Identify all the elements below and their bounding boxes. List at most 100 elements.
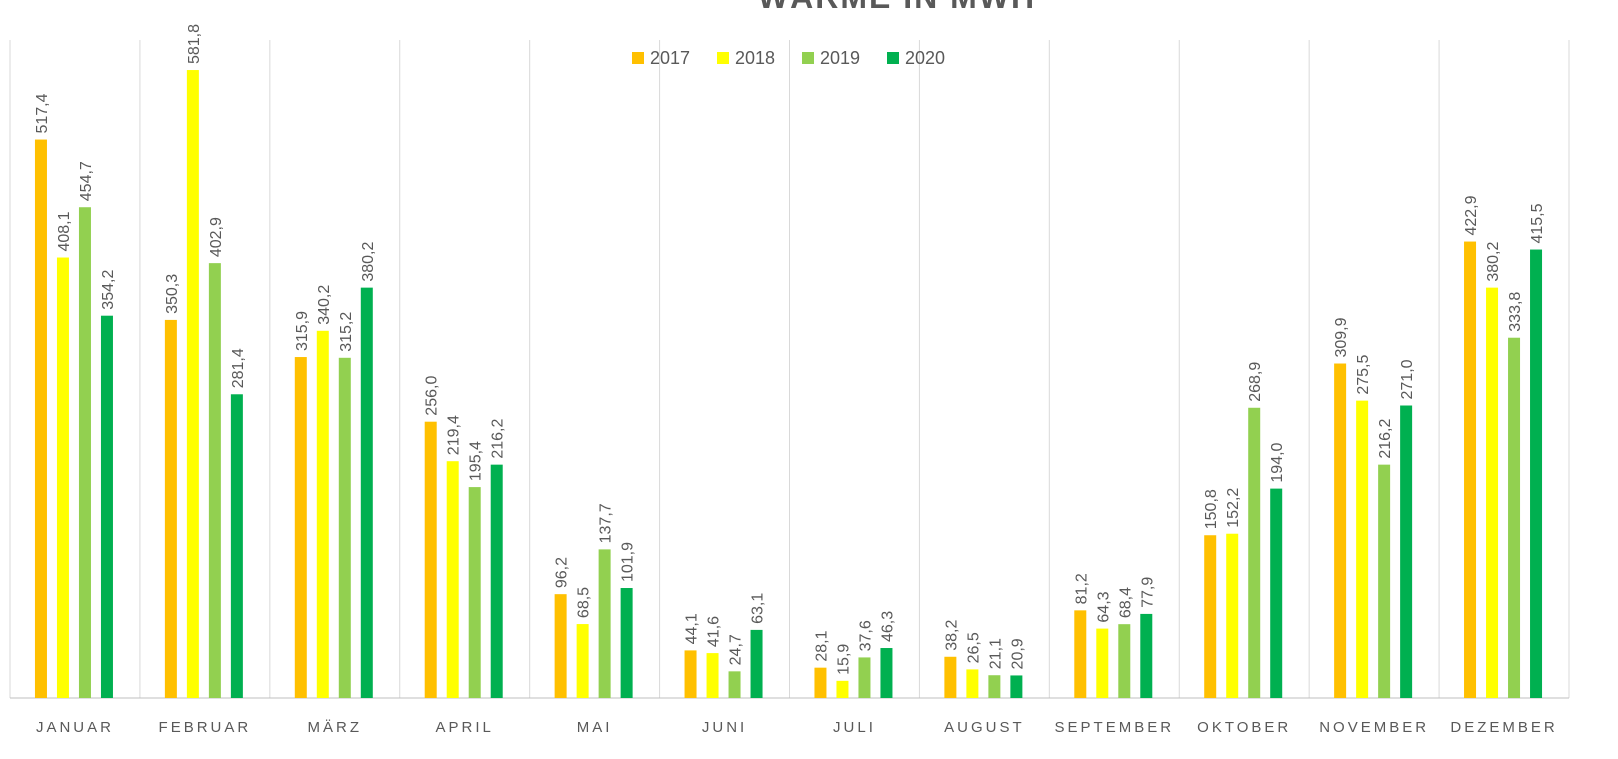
data-label: 101,9 (620, 542, 637, 582)
bar (360, 287, 373, 698)
bar (1486, 287, 1499, 698)
x-tick-label: SEPTEMBER (1055, 719, 1175, 736)
bar (1096, 628, 1109, 698)
x-tick-label: JULI (833, 719, 876, 736)
legend-swatch (632, 52, 644, 64)
bar (1378, 464, 1391, 698)
data-label: 380,2 (1485, 241, 1502, 281)
bar (988, 675, 1001, 698)
x-tick-label: OKTOBER (1197, 719, 1291, 736)
data-label: 350,3 (164, 274, 181, 314)
data-label: 15,9 (835, 644, 852, 675)
data-label: 44,1 (684, 613, 701, 644)
bar (468, 487, 481, 698)
data-label: 268,9 (1247, 362, 1264, 402)
legend-label: 2020 (905, 48, 945, 68)
bar (208, 263, 221, 698)
bar (1248, 407, 1261, 698)
bar (338, 357, 351, 698)
data-label: 402,9 (208, 217, 225, 257)
bar (1356, 400, 1369, 698)
legend-swatch (887, 52, 899, 64)
data-label: 408,1 (56, 211, 73, 251)
bar (230, 394, 243, 698)
bar (1464, 241, 1477, 698)
data-label: 46,3 (879, 611, 896, 642)
bar (554, 594, 567, 698)
bar (576, 624, 589, 698)
bar (294, 357, 307, 698)
data-label: 315,9 (294, 311, 311, 351)
bar (1140, 613, 1153, 698)
data-label: 64,3 (1095, 591, 1112, 622)
data-label: 581,8 (186, 24, 203, 64)
bar (56, 257, 69, 698)
bar (684, 650, 697, 698)
bar (858, 657, 871, 698)
data-label: 37,6 (857, 620, 874, 651)
bar (750, 629, 763, 698)
data-label: 28,1 (813, 630, 830, 661)
bar (836, 680, 849, 698)
bar (1334, 363, 1347, 698)
data-label: 281,4 (230, 348, 247, 388)
bar (100, 315, 113, 698)
data-label: 216,2 (1377, 419, 1394, 459)
data-label: 275,5 (1355, 355, 1372, 395)
bar (1204, 535, 1217, 698)
bar (1530, 249, 1543, 699)
data-label: 333,8 (1507, 292, 1524, 332)
x-tick-label: NOVEMBER (1319, 719, 1429, 736)
bar (1118, 624, 1131, 698)
bar (164, 319, 177, 698)
bar (1270, 488, 1283, 698)
data-label: 194,0 (1269, 442, 1286, 482)
data-label: 354,2 (100, 270, 117, 310)
bar (966, 669, 979, 698)
x-tick-label: JUNI (702, 719, 747, 736)
x-tick-label: AUGUST (944, 719, 1025, 736)
data-label: 380,2 (360, 241, 377, 281)
bar (1226, 533, 1239, 698)
bar (1074, 610, 1087, 698)
legend-label: 2017 (650, 48, 690, 68)
data-label: 26,5 (965, 632, 982, 663)
bar (620, 588, 633, 698)
bar (880, 648, 893, 698)
data-label: 77,9 (1139, 577, 1156, 608)
data-label: 422,9 (1463, 195, 1480, 235)
data-label: 137,7 (598, 503, 615, 543)
data-label: 63,1 (750, 593, 767, 624)
x-tick-label: APRIL (436, 719, 494, 736)
data-label: 21,1 (987, 638, 1004, 669)
data-label: 24,7 (728, 634, 745, 665)
data-label: 517,4 (34, 93, 51, 133)
bar (316, 330, 329, 698)
chart-title: WÄRME IN MWH (758, 0, 1036, 15)
bar (706, 653, 719, 698)
data-label: 96,2 (554, 557, 571, 588)
bar (1400, 405, 1413, 698)
data-label: 315,2 (338, 312, 355, 352)
data-label: 256,0 (424, 376, 441, 416)
data-label: 219,4 (446, 415, 463, 455)
data-label: 454,7 (78, 161, 95, 201)
data-label: 340,2 (316, 285, 333, 325)
x-tick-label: MAI (577, 719, 613, 736)
x-tick-label: JANUAR (36, 719, 114, 736)
bar (944, 656, 957, 698)
data-label: 68,4 (1117, 587, 1134, 618)
bar (490, 464, 503, 698)
bar (186, 70, 199, 698)
bar (814, 667, 827, 698)
data-label: 415,5 (1529, 203, 1546, 243)
bar (1010, 675, 1023, 698)
data-label: 271,0 (1399, 359, 1416, 399)
x-tick-label: FEBRUAR (159, 719, 252, 736)
legend-swatch (717, 52, 729, 64)
data-label: 38,2 (943, 620, 960, 651)
x-tick-label: MÄRZ (308, 719, 363, 736)
bar (34, 139, 47, 699)
